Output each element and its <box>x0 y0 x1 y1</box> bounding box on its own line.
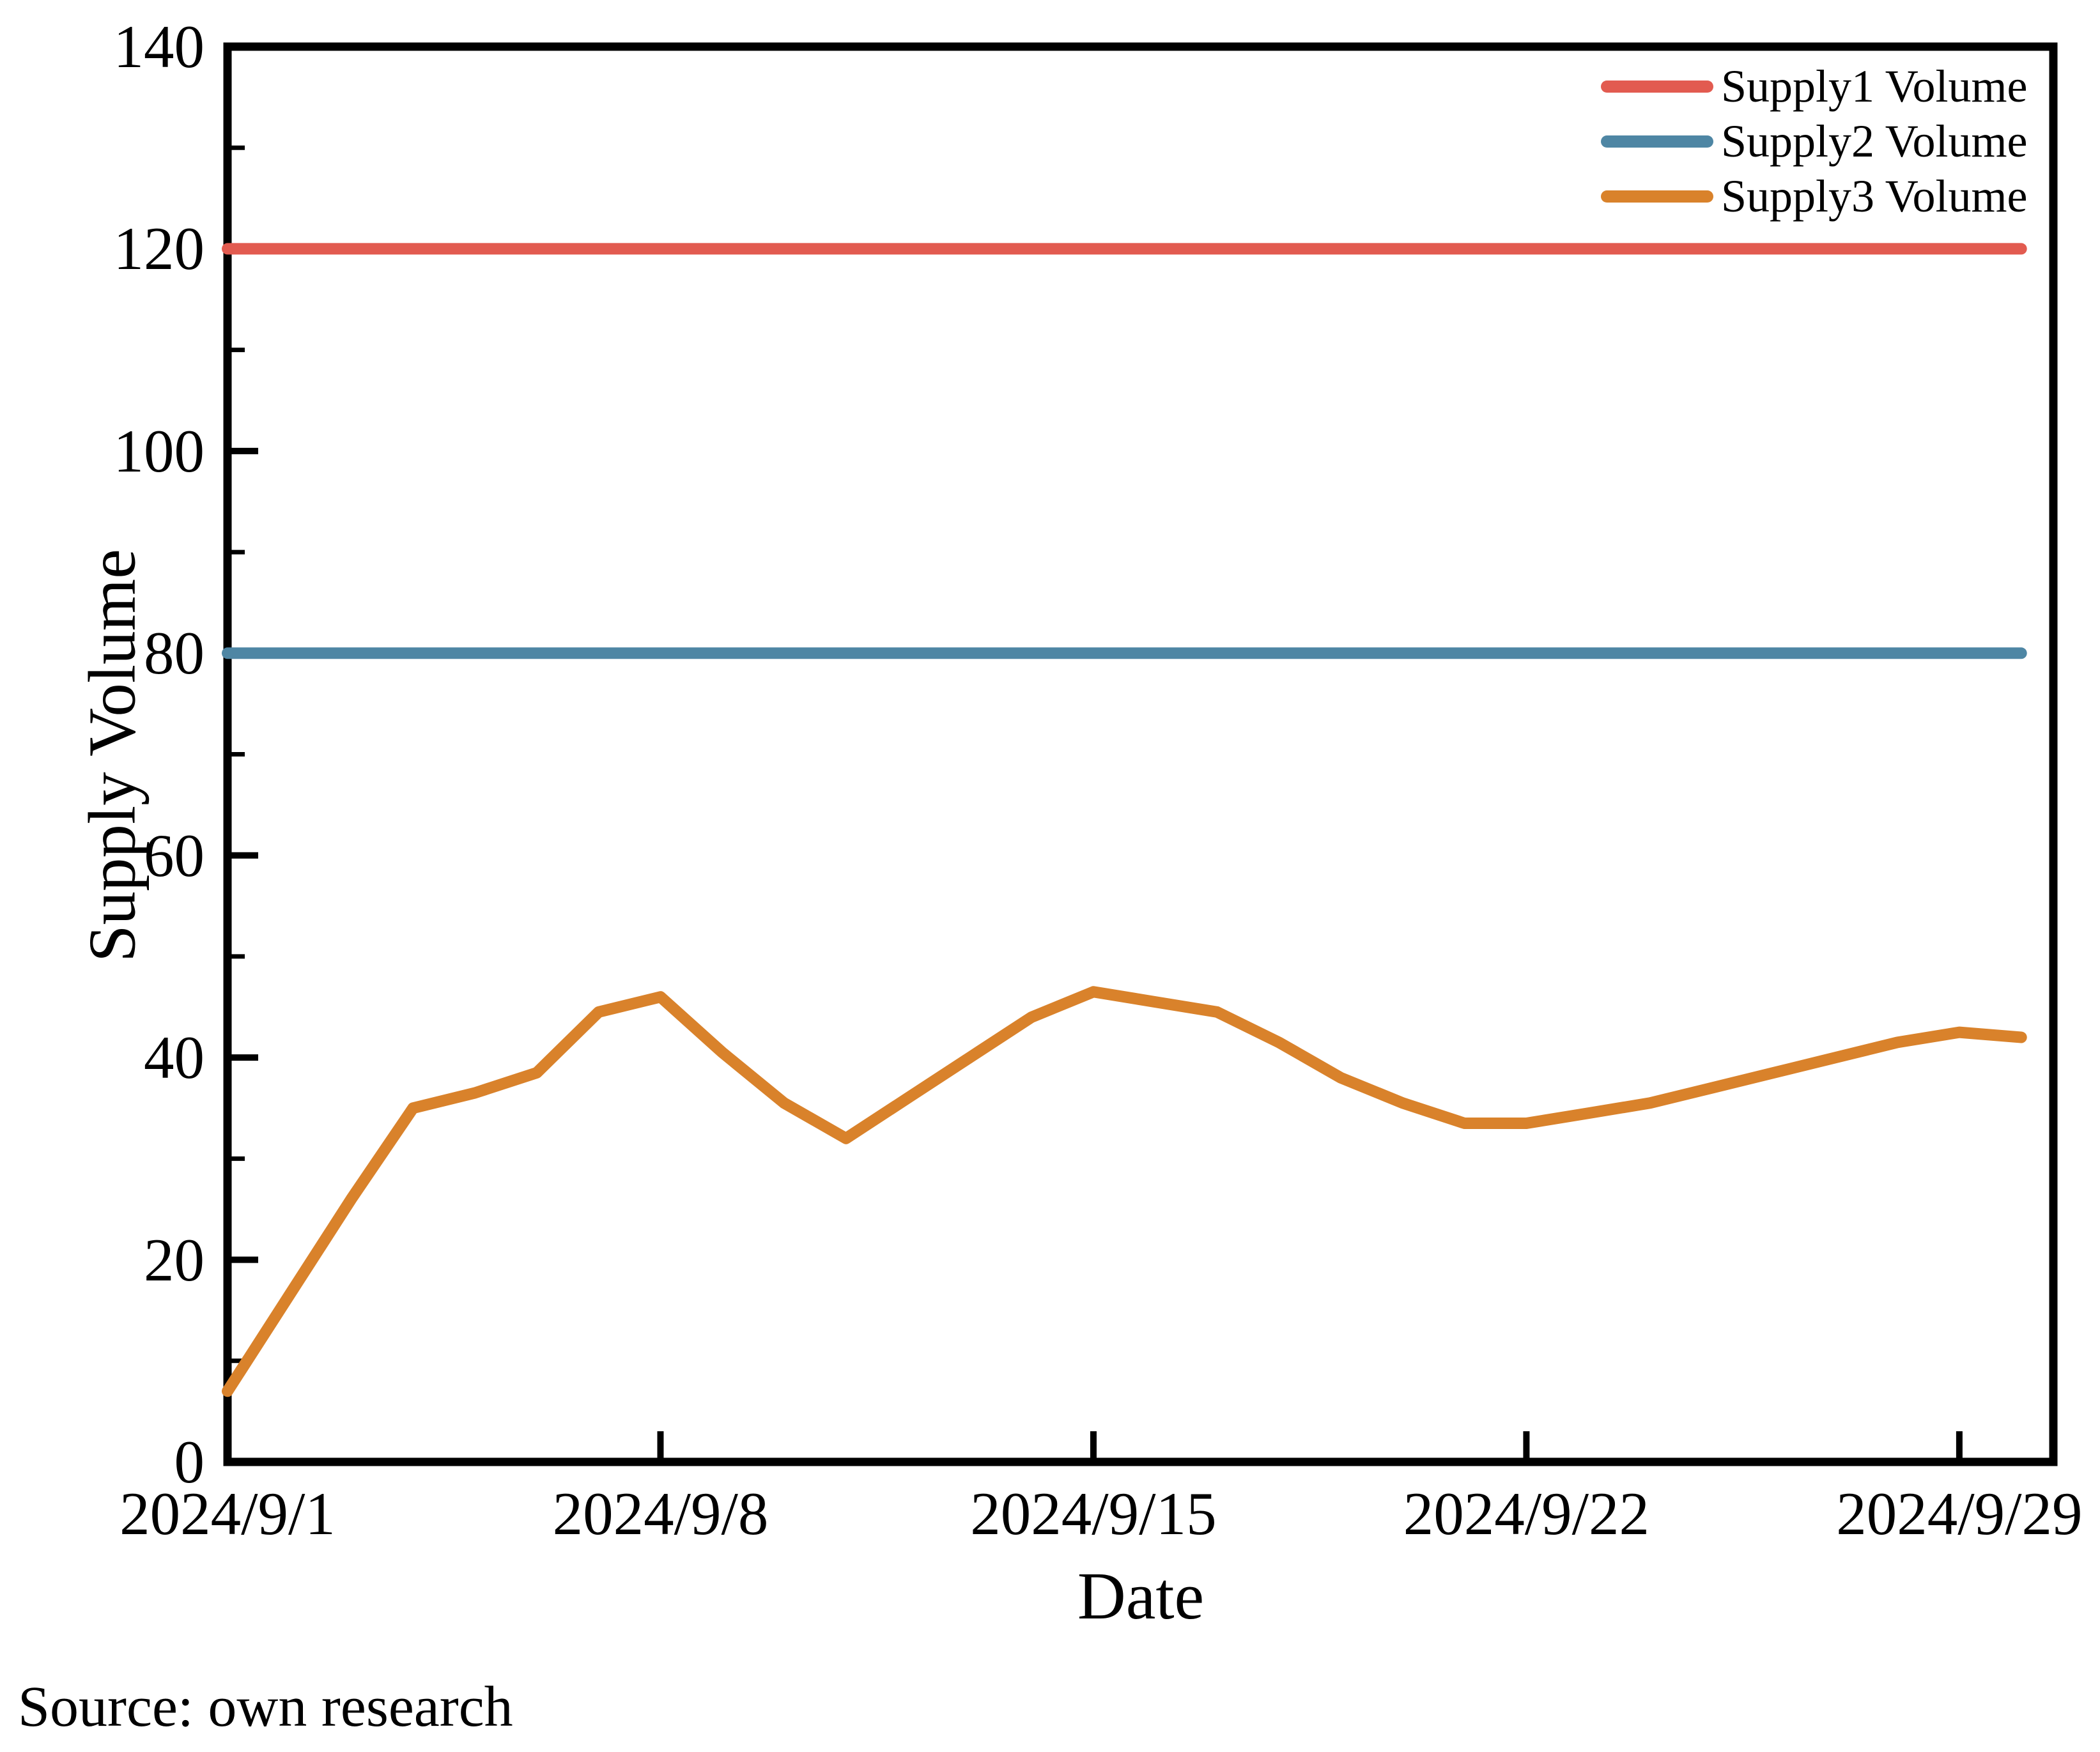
y-tick-label: 120 <box>113 215 205 283</box>
x-tick-label: 2024/9/8 <box>552 1480 769 1548</box>
supply2-line-swatch <box>1601 135 1713 148</box>
y-tick-label: 20 <box>144 1226 205 1294</box>
legend: Supply1 Volume Supply2 Volume Supply3 Vo… <box>1601 59 2027 224</box>
y-tick-label: 60 <box>144 821 205 889</box>
y-tick-label: 40 <box>144 1024 205 1092</box>
x-tick-label: 2024/9/29 <box>1836 1480 2083 1548</box>
y-tick-label: 80 <box>144 619 205 688</box>
axis-ticks <box>224 43 1963 1465</box>
supply3-line-swatch <box>1601 190 1713 203</box>
x-axis-title: Date <box>1077 1558 1205 1633</box>
legend-item-supply3: Supply3 Volume <box>1601 169 2027 224</box>
x-tick-label: 2024/9/1 <box>120 1480 336 1548</box>
legend-label-supply3: Supply3 Volume <box>1721 171 2028 222</box>
legend-item-supply2: Supply2 Volume <box>1601 114 2027 169</box>
legend-label-supply2: Supply2 Volume <box>1721 116 2028 167</box>
y-tick-label: 0 <box>174 1428 205 1496</box>
series-lines <box>222 243 2027 1397</box>
source-note: Source: own research <box>18 1675 513 1739</box>
series-line-3 <box>222 986 2027 1397</box>
supply1-line-swatch <box>1601 80 1713 93</box>
x-tick-label: 2024/9/22 <box>1403 1480 1650 1548</box>
y-tick-label: 100 <box>113 417 205 485</box>
legend-item-supply1: Supply1 Volume <box>1601 59 2027 114</box>
y-tick-label: 140 <box>113 13 205 81</box>
plot-box-spines <box>223 42 2058 1466</box>
x-tick-label: 2024/9/15 <box>970 1480 1217 1548</box>
y-axis-title: Supply Volume <box>74 549 150 962</box>
plot-box <box>223 42 2058 1466</box>
legend-label-supply1: Supply1 Volume <box>1721 61 2028 112</box>
